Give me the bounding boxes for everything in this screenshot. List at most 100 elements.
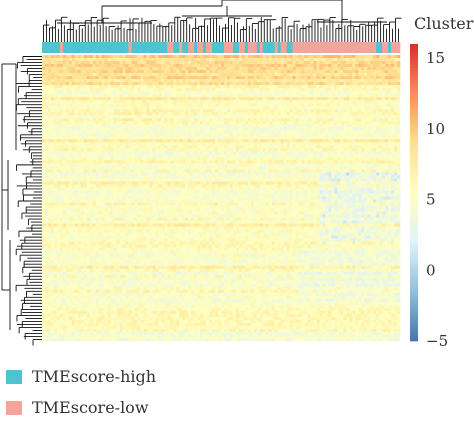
heatmap-cell <box>286 91 290 95</box>
heatmap-cell <box>203 73 207 77</box>
heatmap-cell <box>340 124 344 128</box>
heatmap-cell <box>274 64 279 68</box>
heatmap-cell <box>47 97 52 101</box>
heatmap-cell <box>259 118 264 122</box>
heatmap-cell <box>316 64 320 68</box>
annotation-cell <box>140 42 144 53</box>
heatmap-cell <box>244 118 249 122</box>
heatmap-cell <box>116 127 120 131</box>
heatmap-cell <box>388 127 392 131</box>
heatmap-cell <box>340 55 344 59</box>
heatmap-cell <box>289 109 293 113</box>
heatmap-cell <box>80 118 85 122</box>
heatmap-cell <box>53 82 58 86</box>
heatmap-cell <box>256 88 261 92</box>
heatmap-cell <box>391 67 395 71</box>
heatmap-cell <box>98 73 103 77</box>
heatmap-cell <box>176 166 180 170</box>
heatmap-cell <box>134 142 138 146</box>
heatmap-cell <box>149 70 153 74</box>
heatmap-cell <box>307 151 311 155</box>
heatmap-cell <box>116 148 120 152</box>
heatmap-cell <box>110 166 114 170</box>
heatmap-cell <box>197 61 201 65</box>
heatmap-cell <box>292 160 296 164</box>
heatmap-cell <box>173 130 177 134</box>
heatmap-cell <box>259 151 264 155</box>
heatmap-cell <box>337 115 341 119</box>
heatmap-cell <box>343 157 347 161</box>
heatmap-cell <box>77 85 82 89</box>
heatmap-cell <box>229 64 234 68</box>
heatmap-cell <box>95 115 100 119</box>
heatmap-cell <box>229 76 234 80</box>
heatmap-cell <box>89 85 94 89</box>
heatmap-cell <box>188 109 192 113</box>
heatmap-cell <box>364 106 368 110</box>
heatmap-cell <box>152 70 156 74</box>
heatmap-cell <box>388 151 392 155</box>
annotation-cell <box>194 42 198 53</box>
heatmap-cell <box>185 115 189 119</box>
heatmap-cell <box>179 166 183 170</box>
heatmap-cell <box>319 115 323 119</box>
heatmap-cell <box>223 61 228 65</box>
heatmap-cell <box>337 55 341 59</box>
heatmap-cell <box>161 130 165 134</box>
heatmap-cell <box>298 115 302 119</box>
heatmap-cell <box>259 55 264 59</box>
heatmap-cell <box>170 148 174 152</box>
heatmap-cell <box>110 121 114 125</box>
heatmap-cell <box>256 115 261 119</box>
heatmap-cell <box>313 118 317 122</box>
heatmap-cell <box>262 154 267 158</box>
heatmap-cell <box>170 130 174 134</box>
heatmap-cell <box>331 67 335 71</box>
heatmap-cell <box>352 91 356 95</box>
heatmap-cell <box>140 166 144 170</box>
heatmap-cell <box>137 103 141 107</box>
heatmap-cell <box>155 58 159 62</box>
heatmap-cell <box>218 124 222 128</box>
heatmap-cell <box>355 79 359 83</box>
heatmap-cell <box>397 148 401 152</box>
heatmap-cell <box>209 136 213 140</box>
heatmap-cell <box>277 94 282 98</box>
heatmap-cell <box>83 142 88 146</box>
heatmap-cell <box>131 154 135 158</box>
heatmap-cell <box>250 61 255 65</box>
heatmap-cell <box>373 148 377 152</box>
heatmap-cell <box>128 163 132 167</box>
heatmap-cell <box>74 130 79 134</box>
heatmap-cell <box>292 136 296 140</box>
heatmap-cell <box>215 154 219 158</box>
heatmap-cell <box>206 64 210 68</box>
annotation-cell <box>110 42 114 53</box>
annotation-cell <box>241 42 246 53</box>
heatmap-cell <box>215 109 219 113</box>
heatmap-cell <box>340 154 344 158</box>
heatmap-cell <box>223 151 228 155</box>
heatmap-cell <box>125 121 129 125</box>
heatmap-cell <box>212 70 216 74</box>
heatmap-cell <box>74 67 79 71</box>
heatmap-cell <box>113 82 117 86</box>
heatmap-cell <box>80 79 85 83</box>
heatmap-cell <box>376 58 380 62</box>
heatmap-cell <box>280 88 284 92</box>
heatmap-cell <box>182 55 186 59</box>
heatmap-cell <box>212 142 216 146</box>
heatmap-cell <box>86 151 91 155</box>
heatmap-cell <box>140 115 144 119</box>
annotation-cell <box>337 42 341 53</box>
heatmap-cell <box>376 97 380 101</box>
heatmap-cell <box>346 70 350 74</box>
heatmap-cell <box>313 133 317 137</box>
heatmap-cell <box>44 82 49 86</box>
heatmap-cell <box>62 130 67 134</box>
heatmap-cell <box>185 73 189 77</box>
heatmap-cell <box>137 127 141 131</box>
heatmap-cell <box>298 121 302 125</box>
heatmap-cell <box>274 88 279 92</box>
heatmap-cell <box>310 70 314 74</box>
